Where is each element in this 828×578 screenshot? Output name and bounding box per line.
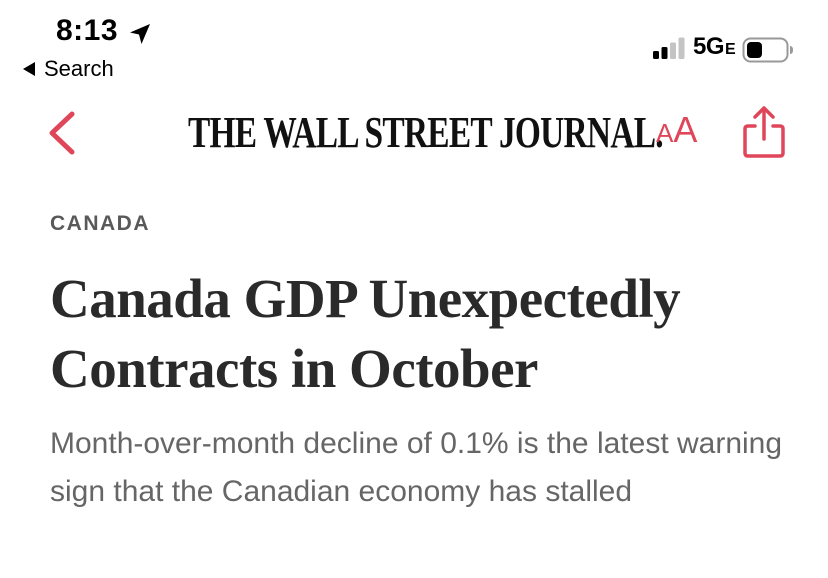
article-headline: Canada GDP Unexpectedly Contracts in Oct… (50, 268, 681, 399)
masthead-logo: THE WALL STREET JOURNAL. (188, 108, 664, 157)
text-size-button[interactable]: AA (656, 112, 697, 148)
battery-icon (742, 37, 793, 63)
back-triangle-icon (23, 62, 35, 76)
network-suffix: E (725, 41, 736, 58)
cellular-signal-icon (653, 37, 685, 59)
status-time: 8:13 (56, 14, 119, 47)
section-label[interactable]: CANADA (50, 212, 150, 235)
text-size-large-label: A (673, 109, 698, 150)
network-indicator: 5GE (693, 33, 736, 61)
chevron-left-icon[interactable] (44, 110, 80, 156)
back-to-app-link[interactable]: Search (22, 56, 114, 82)
location-arrow-icon (130, 24, 150, 44)
text-size-small-label: A (656, 118, 674, 148)
article-dek: Month-over-month decline of 0.1% is the … (50, 427, 783, 508)
share-icon[interactable] (742, 106, 786, 158)
back-to-app-label: Search (44, 56, 114, 81)
network-type: 5G (693, 33, 725, 60)
